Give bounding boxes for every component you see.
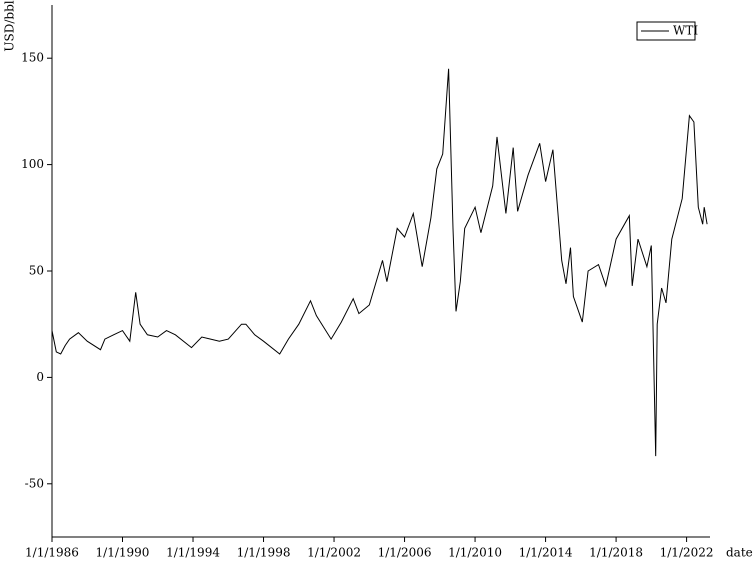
x-axis-label: date: [726, 546, 753, 560]
y-tick-label: 150: [21, 51, 44, 65]
x-tick-label: 1/1/1994: [166, 546, 220, 560]
x-tick-label: 1/1/2002: [307, 546, 361, 560]
x-tick-label: 1/1/2022: [660, 546, 714, 560]
y-axis-label: USD/bbl: [3, 0, 17, 51]
x-tick-label: 1/1/2014: [519, 546, 573, 560]
data-line: [51, 68, 708, 457]
x-tick-label: 1/1/1998: [237, 546, 291, 560]
y-tick-label: 100: [21, 157, 44, 171]
x-tick-label: 1/1/1990: [96, 546, 150, 560]
y-tick-label: 0: [36, 370, 44, 384]
x-tick-label: 1/1/2006: [378, 546, 432, 560]
legend-label: WTI: [673, 24, 698, 38]
y-tick-label: 50: [29, 264, 44, 278]
y-tick-label: -50: [25, 476, 44, 490]
x-tick-label: 1/1/2018: [589, 546, 643, 560]
x-tick-label: 1/1/1986: [25, 546, 79, 560]
x-tick-label: 1/1/2010: [448, 546, 502, 560]
